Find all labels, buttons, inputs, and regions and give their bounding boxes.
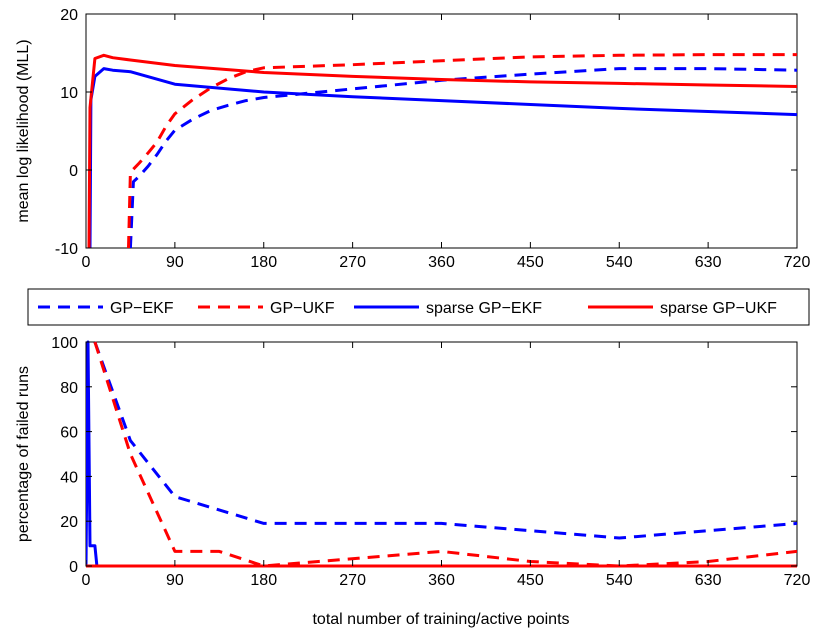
mll-x-tick-label: 540: [606, 254, 633, 271]
mll-x-tick-label: 180: [250, 254, 277, 271]
legend-label-sparse-gp-ekf: sparse GP−EKF: [426, 300, 542, 317]
failed-runs-x-tick-label: 0: [82, 572, 91, 589]
x-axis-label: total number of training/active points: [312, 611, 569, 628]
mll-y-tick-label: 0: [69, 163, 78, 180]
mll-series-group: [87, 53, 797, 249]
failed-runs-y-tick-label: 60: [60, 425, 78, 442]
mll-x-tick-label: 720: [784, 254, 811, 271]
failed-runs-x-ticks: 0 90 180 270 360 450 540 630 720: [82, 342, 811, 589]
legend: GP−EKF GP−UKF sparse GP−EKF sparse GP−UK…: [27, 288, 810, 326]
mll-series-gp-ukf: [127, 53, 797, 249]
failed-runs-plot: 0 90 180 270 360 450 540 630 720 0 20 40 60 80 100 pe…: [15, 335, 810, 628]
mll-x-tick-label: 450: [517, 254, 544, 271]
failed-runs-y-axis-label: percentage of failed runs: [15, 366, 32, 542]
mll-plot-frame: [85, 13, 798, 249]
mll-y-tick-label: 20: [60, 7, 78, 24]
failed-runs-x-tick-label: 180: [250, 572, 277, 589]
failed-runs-x-tick-label: 360: [428, 572, 455, 589]
mll-x-ticks: 0 90 180 270 360 450 540 630 720: [82, 14, 811, 271]
failed-runs-y-tick-label: 80: [60, 380, 78, 397]
mll-x-tick-label: 270: [339, 254, 366, 271]
failed-runs-y-tick-label: 40: [60, 469, 78, 486]
failed-runs-x-tick-label: 90: [166, 572, 184, 589]
failed-runs-series-gp-ukf: [93, 341, 797, 568]
failed-runs-plot-frame: [85, 341, 798, 567]
legend-entry-sparse-gp-ekf: sparse GP−EKF: [354, 300, 542, 317]
legend-entry-gp-ekf: GP−EKF: [38, 300, 174, 317]
failed-runs-x-tick-label: 720: [784, 572, 811, 589]
legend-entry-sparse-gp-ukf: sparse GP−UKF: [588, 300, 777, 317]
mll-x-tick-label: 630: [695, 254, 722, 271]
legend-label-gp-ekf: GP−EKF: [110, 300, 174, 317]
mll-series-gp-ekf: [128, 67, 797, 249]
mll-x-tick-label: 360: [428, 254, 455, 271]
legend-entry-gp-ukf: GP−UKF: [198, 300, 335, 317]
mll-series-sparse-gp-ukf: [87, 53, 797, 249]
mll-y-tick-label: 10: [60, 85, 78, 102]
mll-x-tick-label: 90: [166, 254, 184, 271]
failed-runs-y-tick-label: 20: [60, 514, 78, 531]
mll-series-sparse-gp-ekf: [88, 67, 797, 249]
mll-y-tick-label: -10: [55, 241, 78, 258]
failed-runs-x-tick-label: 540: [606, 572, 633, 589]
mll-y-ticks: -10 0 10 20: [55, 7, 797, 258]
legend-label-sparse-gp-ukf: sparse GP−UKF: [660, 300, 777, 317]
failed-runs-x-tick-label: 450: [517, 572, 544, 589]
legend-label-gp-ukf: GP−UKF: [270, 300, 335, 317]
failed-runs-x-tick-label: 270: [339, 572, 366, 589]
failed-runs-y-ticks: 0 20 40 60 80 100: [51, 335, 797, 576]
failed-runs-x-tick-label: 630: [695, 572, 722, 589]
failed-runs-y-tick-label: 0: [69, 559, 78, 576]
mll-y-axis-label: mean log likelihood (MLL): [15, 39, 32, 222]
mll-x-tick-label: 0: [82, 254, 91, 271]
failed-runs-y-tick-label: 100: [51, 335, 78, 352]
